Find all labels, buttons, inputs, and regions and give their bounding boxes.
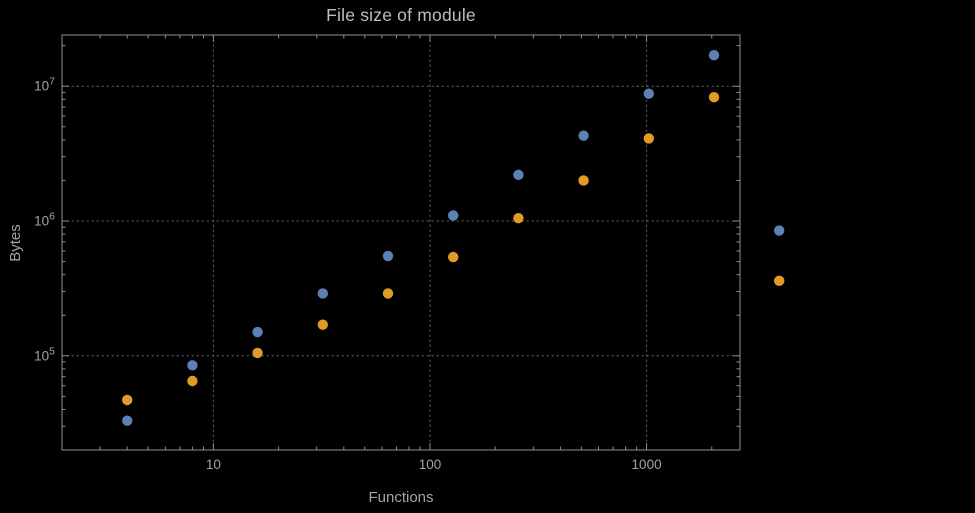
plot-frame	[61, 34, 741, 451]
data-point	[317, 319, 329, 330]
x-tick-label: 1000	[632, 457, 662, 472]
gridlines	[61, 34, 741, 451]
series-blue	[122, 49, 785, 426]
y-tick-label: 106	[34, 211, 55, 229]
data-point	[187, 375, 198, 387]
data-point	[774, 275, 785, 287]
data-point	[448, 210, 459, 221]
data-point	[643, 133, 655, 144]
data-point	[774, 225, 785, 236]
data-point	[513, 169, 524, 181]
data-point	[122, 394, 133, 406]
data-point	[708, 49, 720, 61]
data-point	[448, 251, 459, 263]
data-point	[187, 360, 198, 371]
data-point	[382, 288, 394, 299]
data-point	[317, 288, 329, 299]
data-point	[578, 175, 589, 186]
x-tick-label: 10	[206, 457, 221, 472]
axis-ticks	[61, 35, 740, 451]
data-point	[252, 347, 263, 359]
data-point	[252, 326, 263, 338]
data-point	[122, 415, 133, 426]
data-point	[643, 88, 655, 99]
chart-title: File size of module	[326, 5, 476, 25]
y-tick-label: 107	[34, 76, 55, 94]
y-tick-label: 105	[34, 345, 55, 363]
x-tick-labels: 10 100 1000	[206, 457, 662, 472]
series-orange	[122, 91, 785, 406]
y-tick-labels: 105 106 107	[34, 76, 55, 364]
x-tick-label: 100	[419, 457, 442, 472]
data-point	[578, 130, 589, 141]
data-point	[513, 212, 524, 224]
data-point	[382, 250, 394, 262]
data-point	[708, 91, 720, 103]
x-axis-label: Functions	[368, 489, 434, 506]
